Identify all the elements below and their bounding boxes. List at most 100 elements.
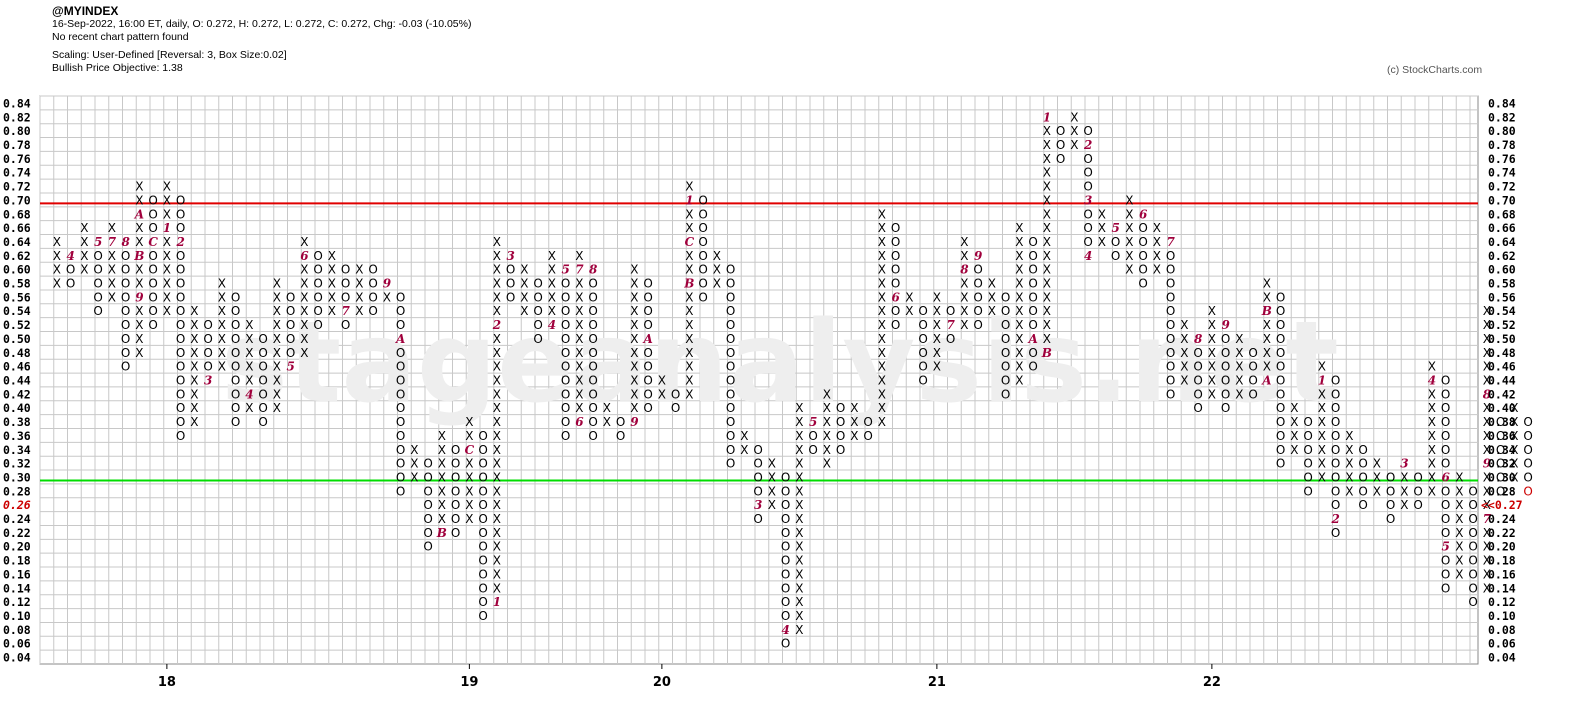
o-box: O (781, 609, 790, 623)
month-marker: 5 (286, 360, 294, 374)
o-box: O (1358, 484, 1367, 498)
month-marker: 9 (1483, 457, 1492, 471)
x-box: X (1318, 415, 1326, 429)
x-box: X (1318, 457, 1326, 471)
o-box: O (1496, 484, 1505, 498)
x-box: X (548, 263, 556, 277)
y-tick-right: 0.64 (1488, 235, 1516, 249)
o-box: O (588, 290, 597, 304)
x-box: X (1043, 235, 1051, 249)
o-box: O (313, 263, 322, 277)
o-box: O (588, 415, 597, 429)
x-box: X (1015, 374, 1023, 388)
o-box: O (1001, 318, 1010, 332)
x-box: X (630, 346, 638, 360)
x-box: X (878, 415, 886, 429)
month-marker: A (642, 332, 652, 346)
o-box: O (973, 263, 982, 277)
x-box: X (630, 263, 638, 277)
o-box: O (1386, 512, 1395, 526)
x-box: X (768, 470, 776, 484)
o-box: O (396, 484, 405, 498)
x-year-label: 22 (1203, 675, 1221, 690)
x-box: X (548, 304, 556, 318)
o-box: O (368, 304, 377, 318)
x-year-label: 20 (653, 675, 671, 690)
o-box: O (121, 318, 130, 332)
x-box: X (1400, 498, 1408, 512)
o-box: O (423, 540, 432, 554)
o-box: O (616, 415, 625, 429)
x-box: X (1455, 498, 1463, 512)
o-box: O (148, 318, 157, 332)
o-box: O (478, 429, 487, 443)
month-marker: 3 (754, 498, 762, 512)
o-box: O (313, 249, 322, 263)
x-box: X (1455, 526, 1463, 540)
x-box: X (1015, 249, 1023, 263)
o-box: O (478, 443, 487, 457)
x-box: X (355, 304, 363, 318)
o-box: O (176, 207, 185, 221)
x-box: X (438, 498, 446, 512)
x-box: X (493, 512, 501, 526)
o-box: O (478, 609, 487, 623)
o-box: O (423, 512, 432, 526)
x-box: X (328, 249, 336, 263)
x-box: X (878, 374, 886, 388)
x-box: X (493, 470, 501, 484)
o-box: O (1221, 332, 1230, 346)
x-box: X (630, 277, 638, 291)
o-box: O (176, 332, 185, 346)
x-box: X (1455, 554, 1463, 568)
o-box: O (506, 263, 515, 277)
o-box: O (726, 443, 735, 457)
o-box: O (1276, 415, 1285, 429)
o-box: O (423, 470, 432, 484)
o-box: O (1441, 581, 1450, 595)
y-tick-left: 0.84 (3, 96, 31, 110)
x-box: X (630, 387, 638, 401)
y-tick-left: 0.06 (3, 637, 31, 651)
x-box: X (878, 277, 886, 291)
y-tick-left: 0.20 (3, 540, 31, 554)
month-marker: 8 (121, 235, 130, 249)
x-box: X (795, 609, 803, 623)
x-box: X (1235, 374, 1243, 388)
x-box: X (1263, 332, 1271, 346)
o-box: O (231, 374, 240, 388)
y-tick-left: 0.68 (3, 207, 31, 221)
chart-grid (39, 95, 1478, 664)
month-marker: 9 (135, 290, 144, 304)
o-box: O (1248, 360, 1257, 374)
o-box: O (341, 290, 350, 304)
y-tick-right: 0.22 (1488, 526, 1516, 540)
month-marker: 9 (630, 415, 639, 429)
o-box: O (396, 360, 405, 374)
x-box: X (1483, 360, 1491, 374)
x-box: X (1153, 221, 1161, 235)
o-box: O (1468, 540, 1477, 554)
o-box: O (726, 332, 735, 346)
month-marker: 3 (204, 374, 212, 388)
month-marker: 5 (809, 415, 817, 429)
o-box: O (588, 277, 597, 291)
o-box: O (341, 263, 350, 277)
x-box: X (575, 290, 583, 304)
y-tick-left: 0.78 (3, 138, 31, 152)
month-marker: 4 (245, 387, 253, 401)
o-box: O (588, 304, 597, 318)
x-box: X (1043, 249, 1051, 263)
y-tick-left: 0.52 (3, 318, 31, 332)
o-box: O (698, 221, 707, 235)
o-box: O (726, 263, 735, 277)
o-box: O (1028, 346, 1037, 360)
x-box: X (438, 470, 446, 484)
y-tick-right: 0.30 (1488, 470, 1516, 484)
o-box: O (1496, 457, 1505, 471)
o-box: O (946, 304, 955, 318)
o-box: O (1001, 346, 1010, 360)
o-box: O (313, 318, 322, 332)
x-box: X (1290, 429, 1298, 443)
month-marker: C (685, 235, 695, 249)
